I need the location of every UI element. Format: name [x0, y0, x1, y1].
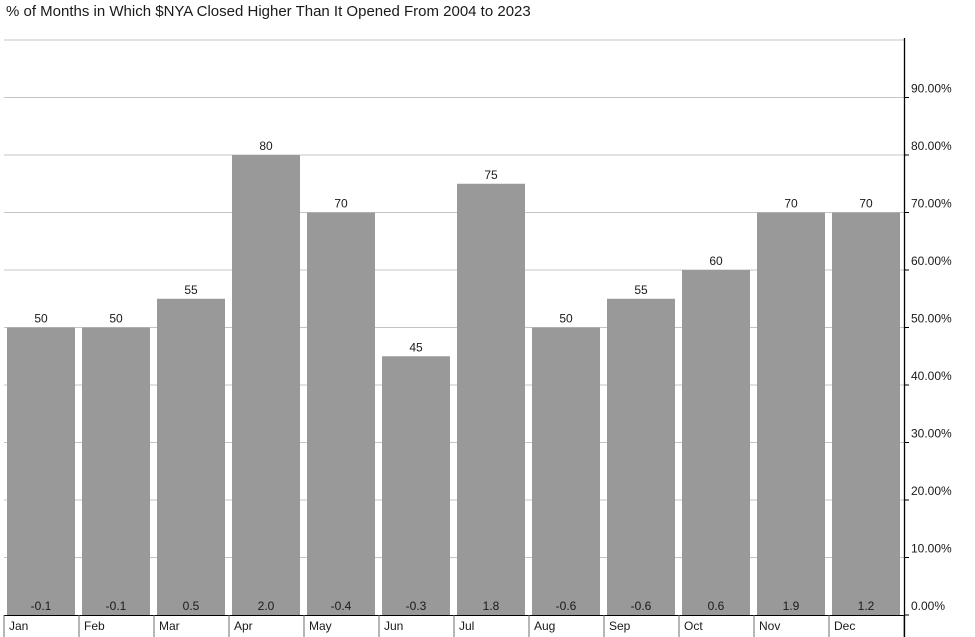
x-tick-label: Feb [84, 619, 105, 633]
x-tick-label: Apr [234, 619, 253, 633]
y-tick-label: 80.00% [911, 139, 952, 153]
x-tick-label: Nov [759, 619, 780, 633]
bar [757, 212, 825, 615]
x-tick-label: Jan [9, 619, 28, 633]
bar [382, 356, 450, 615]
bar-value-label: 55 [634, 283, 648, 297]
bar-bottom-label: 1.2 [858, 599, 875, 613]
bar-bottom-label: 2.0 [258, 599, 275, 613]
y-tick-label: 20.00% [911, 484, 952, 498]
bar-bottom-label: -0.1 [106, 599, 127, 613]
bar [232, 155, 300, 615]
bar-bottom-label: 1.8 [483, 599, 500, 613]
y-axis: 0.00% 10.00% 20.00% 30.00% 40.00% 50.00% 60.00… [903, 38, 952, 637]
bar-value-label: 70 [784, 197, 798, 211]
bar [607, 298, 675, 615]
bars [7, 155, 900, 615]
x-axis: Jan Feb Mar Apr May Jun Jul Aug Sep Oct Nov Dec [3, 615, 905, 637]
bar [457, 183, 525, 615]
bar [832, 212, 900, 615]
bar-bottom-label: -0.1 [31, 599, 52, 613]
bar-value-label: 45 [409, 340, 423, 354]
x-tick-label: Dec [834, 619, 855, 633]
x-tick-label: Jun [384, 619, 403, 633]
x-tick-label: Sep [609, 619, 631, 633]
bar [7, 327, 75, 615]
bar-value-label: 50 [559, 312, 573, 326]
chart-title: % of Months in Which $NYA Closed Higher … [6, 3, 531, 20]
bar-bottom-label: 0.5 [183, 599, 200, 613]
bar-bottom-label: -0.4 [331, 599, 352, 613]
bar [532, 327, 600, 615]
x-tick-label: May [309, 619, 332, 633]
bar-value-label: 70 [334, 197, 348, 211]
gridlines [4, 39, 904, 558]
x-tick-label: Jul [459, 619, 474, 633]
y-tick-label: 30.00% [911, 427, 952, 441]
bar [307, 212, 375, 615]
x-tick-label: Mar [159, 619, 180, 633]
bar-bottom-label: -0.3 [406, 599, 427, 613]
bar-value-label: 70 [859, 197, 873, 211]
y-tick-label: 0.00% [911, 599, 945, 613]
bar-bottom-label: -0.6 [556, 599, 577, 613]
x-tick-label: Aug [534, 619, 555, 633]
bar-bottom-labels: -0.1 -0.1 0.5 2.0 -0.4 -0.3 1.8 -0.6 -0.6 0.6 1.9 1… [31, 599, 875, 613]
bar [82, 327, 150, 615]
bar-value-label: 60 [709, 254, 723, 268]
bar-bottom-label: 1.9 [783, 599, 800, 613]
y-tick-label: 40.00% [911, 369, 952, 383]
y-tick-label: 90.00% [911, 82, 952, 96]
bar [157, 298, 225, 615]
bar-bottom-label: 0.6 [708, 599, 725, 613]
y-tick-label: 70.00% [911, 197, 952, 211]
bar-value-label: 55 [184, 283, 198, 297]
y-tick-label: 60.00% [911, 254, 952, 268]
bar-value-label: 80 [259, 139, 273, 153]
bar-value-label: 50 [34, 312, 48, 326]
y-tick-label: 50.00% [911, 312, 952, 326]
y-tick-label: 10.00% [911, 542, 952, 556]
x-tick-label: Oct [684, 619, 703, 633]
bar-value-label: 75 [484, 168, 498, 182]
bar-bottom-label: -0.6 [631, 599, 652, 613]
bar-value-label: 50 [109, 312, 123, 326]
bar-value-labels: 50 50 55 80 70 45 75 50 55 60 70 70 [34, 139, 873, 354]
bar [682, 270, 750, 615]
